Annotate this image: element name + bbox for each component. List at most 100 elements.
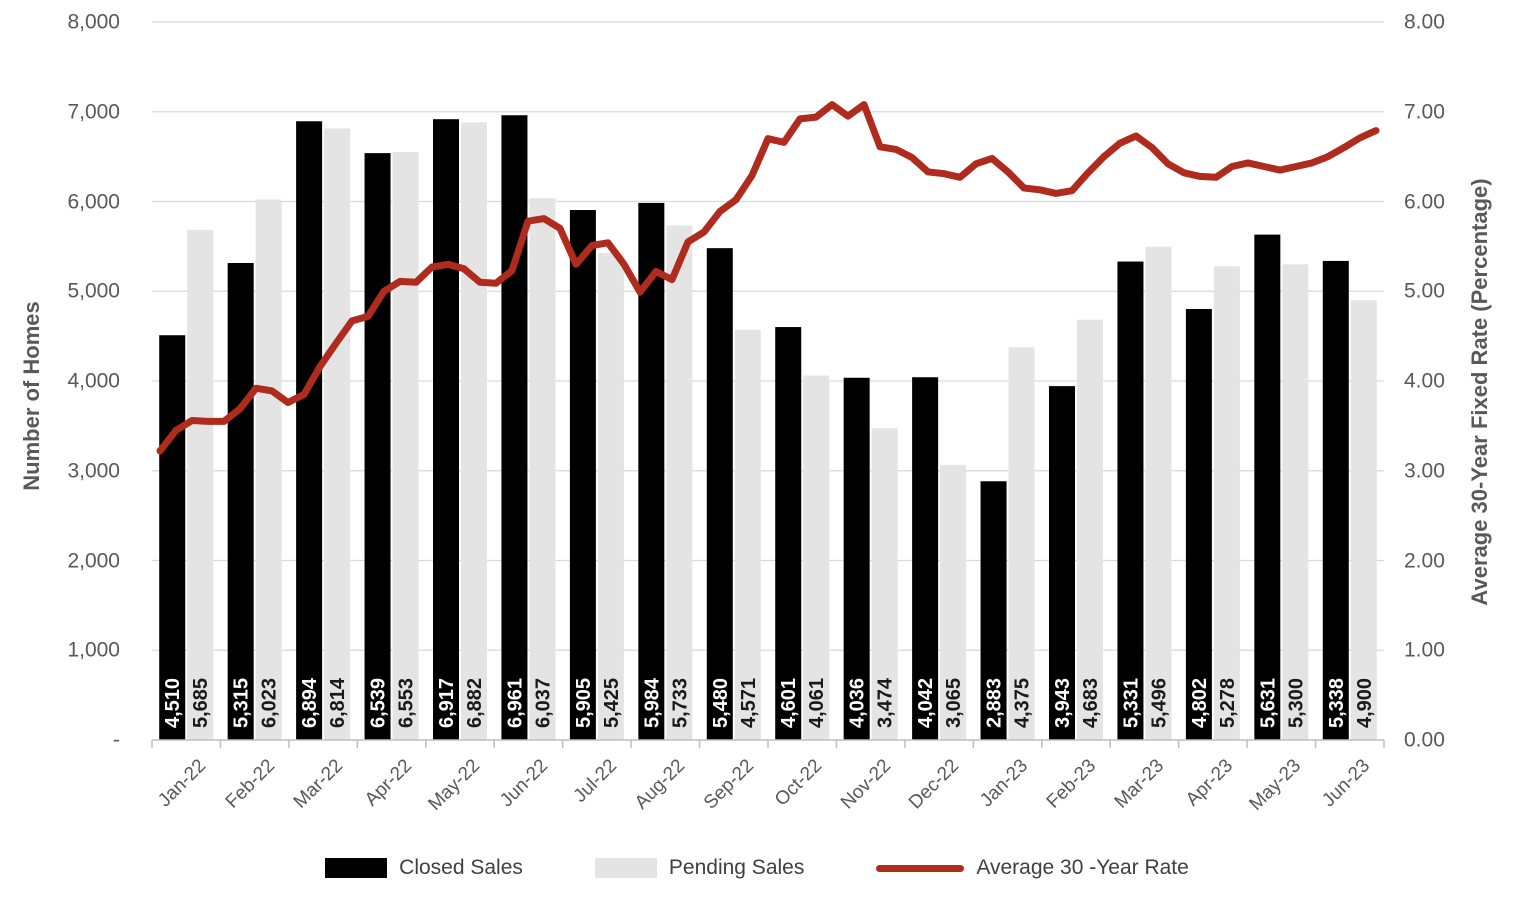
closed-sales-bar xyxy=(1049,386,1075,740)
closed-sales-value-label: 5,331 xyxy=(1120,678,1142,728)
closed-sales-value-label: 5,315 xyxy=(231,678,253,728)
pending-sales-bar xyxy=(666,225,693,740)
average-rate-line xyxy=(156,101,1380,455)
pending-sales-bar xyxy=(803,375,830,740)
pending-sales-value-label: 5,733 xyxy=(669,678,691,728)
closed-sales-bar xyxy=(1322,260,1349,740)
closed-sales-value-label: 4,036 xyxy=(847,678,869,728)
legend: Closed Sales Pending Sales Average 30 -Y… xyxy=(0,856,1514,880)
pending-sales-value-label: 6,814 xyxy=(327,677,349,728)
closed-sales-bar xyxy=(1117,261,1144,740)
closed-sales-value-label: 6,539 xyxy=(368,678,390,728)
pending-sales-bar xyxy=(1077,319,1103,740)
pending-sales-value-label: 4,571 xyxy=(738,678,760,728)
right-axis-tick-label: 3.00 xyxy=(1404,459,1445,483)
legend-item-closed-sales: Closed Sales xyxy=(325,856,523,880)
right-axis-title: Average 30-Year Fixed Rate (Percentage) xyxy=(1467,178,1492,606)
pending-sales-value-label: 6,553 xyxy=(396,678,418,728)
closed-sales-value-label: 4,042 xyxy=(915,678,937,728)
legend-item-pending-sales: Pending Sales xyxy=(594,856,805,880)
closed-sales-bar xyxy=(296,121,323,741)
left-axis-tick-label: 8,000 xyxy=(67,10,120,34)
pending-sales-bar xyxy=(1282,264,1309,740)
pending-sales-bar xyxy=(461,122,487,740)
left-axis-tick-label: 3,000 xyxy=(67,459,120,483)
pending-sales-bar xyxy=(529,198,556,740)
pending-sales-value-label: 6,037 xyxy=(532,678,554,728)
pending-sales-bar xyxy=(1008,347,1035,740)
closed-sales-bar xyxy=(569,210,596,740)
pending-sales-value-label: 3,474 xyxy=(875,677,897,728)
closed-sales-value-label: 3,943 xyxy=(1052,678,1074,728)
closed-sales-value-label: 4,510 xyxy=(162,678,184,728)
closed-sales-value-label: 6,917 xyxy=(436,678,458,728)
pending-sales-bar xyxy=(734,329,761,740)
pending-sales-value-label: 6,023 xyxy=(259,678,281,728)
pending-sales-value-label: 4,061 xyxy=(806,678,828,728)
left-axis-tick-label: - xyxy=(113,728,120,752)
pending-sales-bar xyxy=(1145,246,1172,740)
closed-sales-value-label: 6,894 xyxy=(299,677,321,728)
closed-sales-bar xyxy=(364,153,391,740)
pending-sales-bar xyxy=(324,128,351,741)
legend-item-average-rate: Average 30 -Year Rate xyxy=(876,856,1189,880)
pending-sales-value-label: 5,278 xyxy=(1217,678,1239,728)
closed-sales-bar xyxy=(1185,309,1212,740)
pending-sales-swatch-icon xyxy=(594,858,657,878)
pending-sales-value-label: 6,882 xyxy=(464,678,486,728)
closed-sales-value-label: 6,961 xyxy=(504,678,526,728)
right-axis-tick-label: 5.00 xyxy=(1404,279,1445,303)
left-axis-tick-label: 4,000 xyxy=(67,369,120,393)
left-axis-tick-label: 1,000 xyxy=(67,638,120,662)
pending-sales-bar xyxy=(871,428,898,740)
pending-sales-value-label: 5,300 xyxy=(1285,678,1307,728)
pending-sales-bar xyxy=(255,199,282,741)
closed-sales-bar xyxy=(501,115,528,741)
right-axis-tick-label: 4.00 xyxy=(1404,369,1445,393)
closed-sales-value-label: 5,631 xyxy=(1257,678,1279,728)
closed-sales-value-label: 2,883 xyxy=(984,678,1006,728)
closed-sales-bar xyxy=(980,481,1007,740)
closed-sales-value-label: 5,905 xyxy=(573,678,595,728)
closed-sales-value-label: 5,338 xyxy=(1326,678,1348,728)
closed-sales-value-label: 4,601 xyxy=(778,678,800,728)
rate-line-swatch-icon xyxy=(876,864,965,872)
right-axis-tick-label: 6.00 xyxy=(1404,190,1445,213)
right-axis-tick-label: 8.00 xyxy=(1404,10,1445,34)
closed-sales-bar xyxy=(433,119,459,741)
pending-sales-value-label: 5,685 xyxy=(190,678,212,728)
closed-sales-bar xyxy=(1254,234,1281,741)
legend-label-closed-sales: Closed Sales xyxy=(399,856,523,879)
pending-sales-value-label: 4,900 xyxy=(1354,678,1376,728)
pending-sales-bar xyxy=(1350,300,1377,740)
closed-sales-bar xyxy=(638,202,665,740)
closed-sales-bar xyxy=(843,377,870,740)
pending-sales-value-label: 4,375 xyxy=(1012,678,1034,728)
closed-sales-swatch-icon xyxy=(325,858,388,878)
pending-sales-value-label: 4,683 xyxy=(1080,678,1102,728)
closed-sales-bar xyxy=(227,262,254,740)
pending-sales-bar xyxy=(1213,266,1240,740)
left-axis-tick-label: 7,000 xyxy=(67,100,120,124)
legend-label-average-rate: Average 30 -Year Rate xyxy=(976,856,1189,879)
pending-sales-bar xyxy=(940,464,967,740)
right-axis-tick-label: 2.00 xyxy=(1404,549,1445,572)
closed-sales-value-label: 4,802 xyxy=(1189,678,1211,728)
legend-label-pending-sales: Pending Sales xyxy=(668,856,805,879)
left-axis-tick-label: 2,000 xyxy=(67,549,120,572)
pending-sales-value-label: 5,425 xyxy=(601,678,623,728)
pending-sales-bar xyxy=(187,229,214,741)
closed-sales-value-label: 5,984 xyxy=(641,677,663,728)
pending-sales-bar xyxy=(392,151,419,740)
right-axis-tick-label: 1.00 xyxy=(1404,638,1445,662)
closed-sales-bar xyxy=(706,248,733,741)
left-axis-tick-label: 6,000 xyxy=(67,190,120,213)
closed-sales-value-label: 5,480 xyxy=(710,678,732,728)
pending-sales-bar xyxy=(597,253,624,740)
right-axis-tick-label: 0.00 xyxy=(1404,728,1445,752)
closed-sales-bar xyxy=(775,327,802,740)
left-axis-title: Number of Homes xyxy=(19,301,44,491)
closed-sales-bar xyxy=(159,335,186,740)
